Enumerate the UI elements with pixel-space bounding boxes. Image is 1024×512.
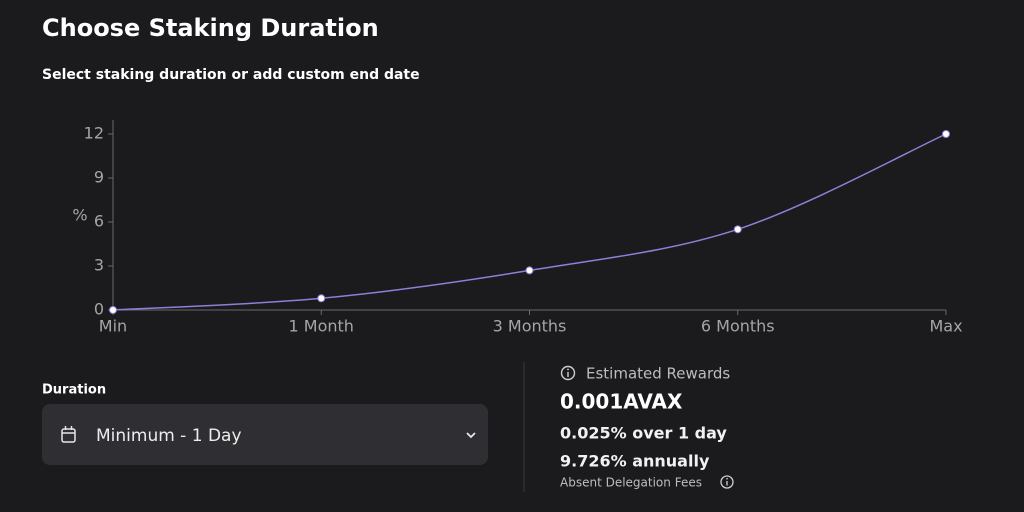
note-info-icon [720,475,734,489]
y-tick-label: 9 [94,168,104,187]
line [112,133,947,311]
x-tick-label: 6 Months [701,317,775,336]
duration-dropdown[interactable]: Minimum - 1 Day [42,404,488,465]
point [525,266,534,275]
x-tick-label: 3 Months [493,317,567,336]
x-tick-label: 1 Month [289,317,354,336]
dropdown-box[interactable] [42,404,488,465]
point [733,225,742,234]
point [942,130,950,138]
y-tick-label: 12 [84,124,104,143]
y-axis-label: % [72,206,87,225]
info-icon [560,365,576,381]
title: Choose Staking Duration [42,14,379,42]
rewards-annual: 9.726% annually [560,452,710,471]
y-tick-label: 6 [94,212,104,231]
x-tick-label: Min [99,317,127,336]
rewards-period: 0.025% over 1 day [560,424,727,443]
rewards-amount: 0.001AVAX [560,390,683,414]
chevron-icon [466,432,476,439]
subtitle: Select staking duration or add custom en… [42,67,420,83]
rewards-heading: Estimated Rewards [586,365,730,383]
y-tick-label: 3 [94,256,104,275]
point [317,294,326,303]
rewards-note: Absent Delegation Fees [560,476,702,490]
point [109,306,117,314]
y-tick-label: 0 [94,300,104,319]
calendar-icon [61,426,76,443]
chart: % 0 3 6 9 12 Min 1 Month 3 Months 6 Months Max [72,120,963,336]
dropdown-value: Minimum - 1 Day [96,426,242,446]
x-tick-label: Max [929,317,962,336]
duration-label: Duration [42,383,106,398]
